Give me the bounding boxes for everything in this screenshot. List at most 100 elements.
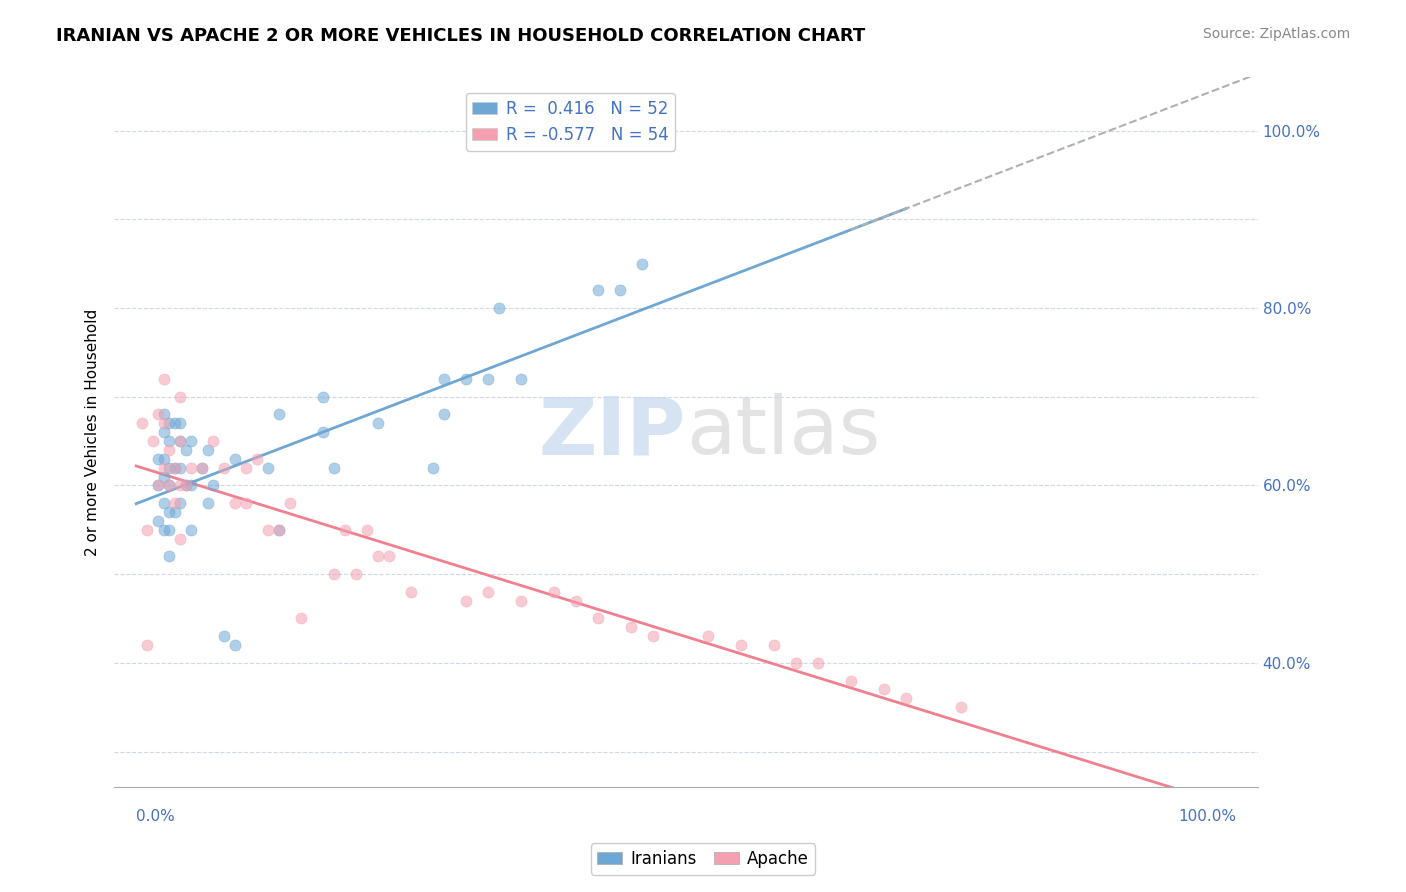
Point: [136, 638, 159, 652]
Point: [152, 523, 174, 537]
Point: [169, 390, 191, 404]
Point: [246, 451, 269, 466]
Point: [235, 496, 257, 510]
Point: [224, 451, 246, 466]
Point: [269, 523, 291, 537]
Point: [169, 532, 191, 546]
Point: [148, 451, 170, 466]
Point: [312, 425, 335, 440]
Point: [152, 469, 174, 483]
Point: [367, 549, 389, 564]
Point: [762, 638, 785, 652]
Y-axis label: 2 or more Vehicles in Household: 2 or more Vehicles in Household: [86, 309, 100, 556]
Point: [454, 372, 477, 386]
Point: [641, 629, 664, 643]
Legend: R =  0.416   N = 52, R = -0.577   N = 54: R = 0.416 N = 52, R = -0.577 N = 54: [465, 93, 675, 151]
Text: 100.0%: 100.0%: [1178, 809, 1236, 824]
Point: [510, 593, 533, 607]
Point: [949, 700, 972, 714]
Point: [477, 585, 499, 599]
Point: [839, 673, 862, 688]
Text: IRANIAN VS APACHE 2 OR MORE VEHICLES IN HOUSEHOLD CORRELATION CHART: IRANIAN VS APACHE 2 OR MORE VEHICLES IN …: [56, 27, 866, 45]
Point: [807, 656, 830, 670]
Point: [312, 390, 335, 404]
Point: [399, 585, 422, 599]
Point: [152, 496, 174, 510]
Point: [894, 691, 917, 706]
Point: [278, 496, 301, 510]
Point: [152, 417, 174, 431]
Point: [323, 567, 346, 582]
Point: [191, 460, 214, 475]
Point: [157, 478, 180, 492]
Point: [180, 460, 202, 475]
Point: [152, 425, 174, 440]
Point: [378, 549, 401, 564]
Point: [333, 523, 356, 537]
Point: [169, 478, 191, 492]
Point: [785, 656, 807, 670]
Point: [157, 460, 180, 475]
Point: [224, 638, 246, 652]
Point: [174, 478, 197, 492]
Point: [148, 514, 170, 528]
Point: [148, 478, 170, 492]
Point: [620, 620, 643, 634]
Point: [157, 442, 180, 457]
Point: [344, 567, 367, 582]
Point: [609, 283, 631, 297]
Point: [197, 496, 219, 510]
Point: [169, 434, 191, 449]
Point: [157, 505, 180, 519]
Point: [191, 460, 214, 475]
Point: [180, 478, 202, 492]
Point: [356, 523, 378, 537]
Point: [152, 460, 174, 475]
Point: [212, 460, 235, 475]
Point: [488, 301, 510, 315]
Text: ZIP: ZIP: [538, 393, 686, 471]
Text: 0.0%: 0.0%: [136, 809, 174, 824]
Point: [697, 629, 720, 643]
Point: [202, 434, 225, 449]
Point: [422, 460, 444, 475]
Point: [180, 434, 202, 449]
Point: [197, 442, 219, 457]
Point: [169, 496, 191, 510]
Point: [586, 611, 609, 625]
Point: [163, 505, 186, 519]
Point: [180, 523, 202, 537]
Point: [323, 460, 346, 475]
Point: [269, 408, 291, 422]
Point: [136, 523, 159, 537]
Point: [152, 451, 174, 466]
Point: [269, 523, 291, 537]
Point: [174, 442, 197, 457]
Point: [157, 549, 180, 564]
Point: [367, 417, 389, 431]
Point: [169, 417, 191, 431]
Point: [290, 611, 312, 625]
Point: [142, 434, 165, 449]
Legend: Iranians, Apache: Iranians, Apache: [591, 844, 815, 875]
Point: [257, 460, 280, 475]
Point: [174, 478, 197, 492]
Text: atlas: atlas: [686, 393, 880, 471]
Point: [163, 417, 186, 431]
Point: [152, 408, 174, 422]
Point: [212, 629, 235, 643]
Point: [873, 682, 896, 697]
Point: [148, 478, 170, 492]
Point: [477, 372, 499, 386]
Point: [157, 478, 180, 492]
Point: [433, 372, 456, 386]
Point: [631, 257, 654, 271]
Point: [157, 417, 180, 431]
Point: [543, 585, 565, 599]
Point: [565, 593, 588, 607]
Point: [235, 460, 257, 475]
Point: [202, 478, 225, 492]
Point: [163, 460, 186, 475]
Point: [454, 593, 477, 607]
Point: [510, 372, 533, 386]
